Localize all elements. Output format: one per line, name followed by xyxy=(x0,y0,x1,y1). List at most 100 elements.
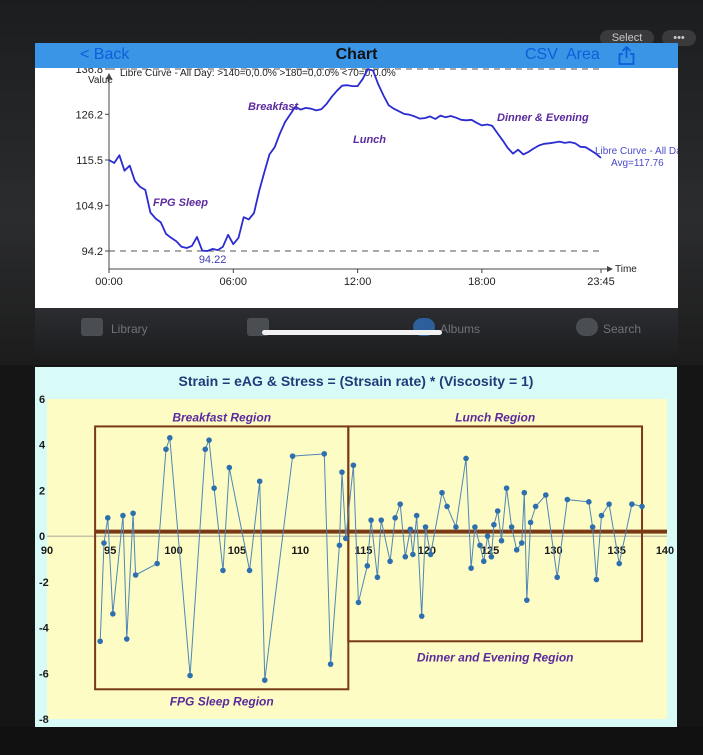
data-point-9 xyxy=(163,446,169,453)
data-point-46 xyxy=(468,565,474,571)
x-axis-title: Time xyxy=(615,264,637,275)
search-icon[interactable] xyxy=(576,318,598,336)
data-point-67 xyxy=(589,524,596,530)
data-point-11 xyxy=(187,672,193,679)
nav-title: Chart xyxy=(335,46,378,63)
data-point-57 xyxy=(513,547,520,553)
data-point-45 xyxy=(463,455,469,462)
y-tick-label-1: 4 xyxy=(39,440,46,452)
y-axis-arrow xyxy=(106,73,112,79)
select-button[interactable]: Select xyxy=(600,30,654,46)
data-point-52 xyxy=(491,521,497,528)
y-tick-label-4: 136.8 xyxy=(75,68,103,76)
data-point-14 xyxy=(211,485,217,491)
data-point-73 xyxy=(639,503,645,510)
data-point-34 xyxy=(397,501,404,507)
home-indicator[interactable] xyxy=(262,330,442,335)
chart-title: Libre Curve - All Day: >140=0,0.0% >180=… xyxy=(120,68,396,79)
y-tick-label-2: 115.5 xyxy=(76,155,103,167)
data-point-53 xyxy=(494,508,501,514)
albums-tab[interactable]: Albums xyxy=(440,322,481,336)
data-point-38 xyxy=(413,512,420,519)
data-point-44 xyxy=(453,524,459,530)
data-point-8 xyxy=(154,560,160,567)
region-label-3: Dinner and Evening Region xyxy=(417,650,574,664)
series-end-label: Libre Curve - All Day xyxy=(595,146,678,157)
average-label: Avg=117.76 xyxy=(611,158,664,169)
data-point-60 xyxy=(524,597,530,603)
x-tick-label-4: 110 xyxy=(291,545,309,557)
library-icon[interactable] xyxy=(81,318,103,336)
data-point-32 xyxy=(387,558,393,565)
share-icon[interactable] xyxy=(618,46,635,65)
data-point-41 xyxy=(427,551,434,558)
strain-stress-scatter-chart: Strain = eAG & Stress = (Strsain rate) *… xyxy=(39,373,674,726)
data-point-33 xyxy=(392,515,398,521)
data-point-24 xyxy=(339,469,345,475)
data-point-63 xyxy=(543,492,549,498)
data-point-58 xyxy=(518,540,525,546)
data-point-28 xyxy=(364,563,371,569)
data-point-30 xyxy=(374,574,381,581)
x-tick-label-3: 18:00 xyxy=(468,276,496,288)
data-point-64 xyxy=(554,574,560,581)
data-point-16 xyxy=(226,464,233,471)
chart-title: Strain = eAG & Stress = (Strsain rate) *… xyxy=(179,373,534,389)
csv-button[interactable]: CSV xyxy=(525,46,558,63)
x-tick-label-10: 140 xyxy=(656,545,674,557)
x-tick-label-1: 06:00 xyxy=(220,276,248,288)
libre-chart-panel: Chart < Back CSV Area Value Libre Curve -… xyxy=(35,43,678,308)
data-point-19 xyxy=(261,677,268,683)
data-point-17 xyxy=(246,567,253,574)
data-point-20 xyxy=(289,453,296,459)
data-point-26 xyxy=(350,462,357,469)
data-point-49 xyxy=(480,558,487,565)
libre-line-chart: Value Libre Curve - All Day: >140=0,0.0% … xyxy=(75,68,678,288)
data-point-21 xyxy=(321,451,328,457)
x-tick-label-2: 12:00 xyxy=(344,276,372,288)
x-tick-label-1: 95 xyxy=(104,545,116,557)
y-tick-label-0: 94.2 xyxy=(82,246,103,258)
annotation-1: Breakfast xyxy=(248,101,299,113)
y-tick-label-0: 6 xyxy=(39,394,45,406)
data-point-4 xyxy=(120,512,126,519)
annotation-3: Dinner & Evening xyxy=(497,112,589,124)
data-point-10 xyxy=(167,435,173,441)
x-tick-label-2: 100 xyxy=(164,545,182,557)
region-label-0: Breakfast Region xyxy=(172,410,271,424)
library-tab[interactable]: Library xyxy=(111,322,148,336)
back-button[interactable]: < Back xyxy=(80,46,130,63)
y-tick-label-5: -4 xyxy=(39,623,50,635)
data-point-3 xyxy=(110,611,116,617)
data-point-47 xyxy=(472,524,478,530)
data-point-2 xyxy=(104,515,111,521)
data-point-50 xyxy=(484,533,491,539)
data-point-59 xyxy=(521,489,528,496)
data-point-27 xyxy=(355,599,362,606)
data-point-62 xyxy=(532,503,539,510)
search-tab[interactable]: Search xyxy=(603,322,642,336)
data-point-6 xyxy=(130,510,136,517)
y-tick-label-1: 104.9 xyxy=(75,200,103,212)
data-point-13 xyxy=(206,437,212,443)
data-point-70 xyxy=(606,501,612,507)
area-button[interactable]: Area xyxy=(566,46,600,63)
data-point-7 xyxy=(132,572,139,578)
data-point-71 xyxy=(616,560,623,567)
data-point-35 xyxy=(402,553,409,560)
data-point-18 xyxy=(256,478,263,485)
strain-stress-panel: Strain = eAG & Stress = (Strsain rate) *… xyxy=(35,367,677,727)
data-point-1 xyxy=(101,540,107,546)
annotation-0: FPG Sleep xyxy=(153,197,208,209)
y-tick-label-3: 0 xyxy=(39,531,45,543)
data-point-56 xyxy=(508,524,515,530)
x-tick-label-0: 00:00 xyxy=(95,276,123,288)
x-tick-label-0: 90 xyxy=(41,545,53,557)
y-tick-label-7: -8 xyxy=(39,714,49,726)
data-point-43 xyxy=(444,503,450,510)
data-point-25 xyxy=(342,535,349,542)
x-axis-arrow xyxy=(607,266,613,272)
data-point-31 xyxy=(378,517,385,523)
data-point-36 xyxy=(407,526,414,533)
more-icon[interactable]: ••• xyxy=(662,30,696,46)
